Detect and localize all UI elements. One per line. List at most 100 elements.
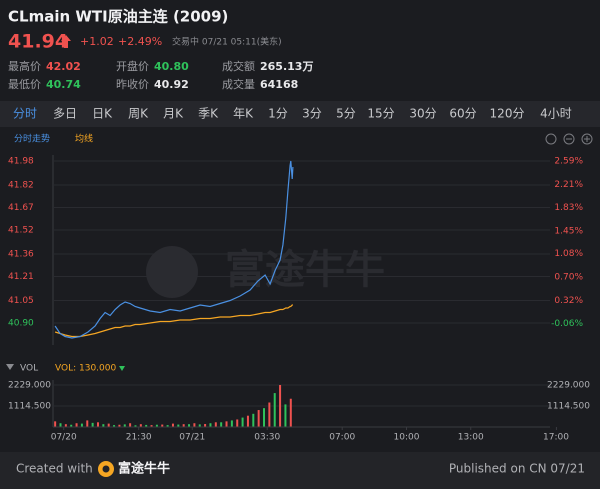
y-tick-label: 41.82 — [8, 180, 34, 190]
collapse-button[interactable] — [545, 133, 557, 145]
collapse-icon[interactable] — [6, 364, 14, 370]
y-tick-label: 40.90 — [8, 318, 34, 328]
volume-bar — [177, 424, 180, 427]
volume-bar — [129, 423, 132, 427]
tab[interactable]: 分时 — [13, 107, 37, 121]
volume-bar — [80, 423, 83, 427]
up-arrow — [61, 35, 71, 48]
stat-label: 成交额 — [222, 59, 255, 73]
y-tick-label: 1114.500 — [8, 402, 51, 412]
stat-label: 最低价 — [8, 78, 41, 91]
volume-bar — [70, 424, 73, 427]
volume-bar — [246, 415, 249, 427]
x-tick-label: 10:00 — [394, 433, 420, 443]
y2-tick-label: 0.32% — [554, 296, 583, 306]
tab[interactable]: 60分 — [449, 107, 476, 121]
change-pct: +2.49% — [118, 35, 162, 48]
volume-bar — [182, 424, 185, 427]
volume-bar — [123, 424, 126, 427]
change: +1.02 — [80, 35, 114, 48]
footer-brand: 富途牛牛 — [118, 461, 170, 477]
volume-title: VOL — [20, 364, 38, 374]
title: CLmain WTI原油主连 (2009) — [8, 8, 228, 26]
x-tick-label: 17:00 — [543, 433, 569, 443]
volume-bar — [273, 393, 276, 427]
volume-bar — [268, 402, 271, 427]
price-chart: 41.98 41.82 41.67 41.52 41.36 41.21 41.05 40.90… — [8, 156, 583, 339]
stat-label: 开盘价 — [116, 59, 149, 73]
y2-tick-label: 2.21% — [554, 180, 583, 190]
volume-bar — [139, 424, 142, 427]
volume-bar — [252, 413, 255, 427]
tab[interactable]: 120分 — [490, 107, 525, 121]
watermark-logo — [146, 246, 198, 298]
footer-created: Created with — [16, 462, 93, 476]
volume-bar — [118, 424, 121, 427]
stat-value: 40.92 — [154, 78, 189, 91]
watermark: 富途牛牛 — [225, 247, 385, 293]
footer-published: Published on CN 07/21 — [449, 462, 585, 476]
volume-bar — [150, 425, 153, 427]
volume-bar — [284, 404, 287, 427]
volume-bar — [188, 424, 191, 427]
volume-bar — [155, 424, 158, 427]
stat-label: 成交量 — [222, 77, 255, 91]
volume-bar — [263, 408, 266, 427]
stat-value: 64168 — [260, 78, 298, 91]
y-tick-label: 41.21 — [8, 272, 34, 282]
tab[interactable]: 日K — [92, 107, 113, 121]
y-tick-label-right: 1114.500 — [547, 402, 590, 412]
volume-bar — [214, 422, 217, 427]
volume-bar — [64, 424, 67, 427]
volume-bar — [59, 423, 62, 427]
tab[interactable]: 年K — [233, 107, 254, 121]
x-tick-label: 03:30 — [254, 433, 280, 443]
line-series — [54, 304, 293, 338]
volume-bar — [225, 421, 228, 427]
zoom-in-button[interactable] — [581, 133, 593, 145]
y-tick-label: 41.36 — [8, 249, 34, 259]
volume-bar — [91, 422, 94, 427]
volume-bar — [193, 423, 196, 427]
zoom-out-button[interactable] — [563, 133, 575, 145]
volume-bar — [161, 424, 164, 427]
y2-tick-label: 2.59% — [554, 157, 583, 167]
stat-value: 40.80 — [154, 60, 189, 73]
volume-bar — [204, 423, 207, 427]
y2-tick-label: 0.70% — [554, 273, 583, 283]
tab[interactable]: 季K — [198, 107, 219, 121]
y-tick-label-right: 2229.000 — [547, 381, 590, 391]
y-tick-label: 2229.000 — [8, 381, 51, 391]
volume-bar — [289, 398, 292, 427]
tab[interactable]: 4小时 — [540, 107, 572, 121]
volume-bar — [220, 422, 223, 427]
volume-bar — [96, 422, 99, 427]
tab[interactable]: 周K — [128, 107, 149, 121]
volume-bar — [241, 417, 244, 427]
tab[interactable]: 月K — [163, 107, 184, 121]
tab[interactable]: 多日 — [53, 107, 77, 121]
y-tick-label: 41.52 — [8, 225, 34, 235]
tab[interactable]: 1分 — [268, 107, 288, 121]
volume-bar — [134, 425, 137, 427]
volume-bar — [166, 425, 169, 427]
volume-bar — [145, 424, 148, 427]
dropdown-icon[interactable] — [119, 366, 125, 371]
stat-value: 40.74 — [46, 78, 81, 91]
legend-avg: 均线 — [75, 133, 93, 145]
tab[interactable]: 15分 — [367, 107, 394, 121]
volume-bar — [230, 420, 233, 427]
tab[interactable]: 3分 — [302, 107, 322, 121]
y2-tick-label: -0.06% — [551, 319, 583, 329]
stat-value: 42.02 — [46, 60, 81, 73]
volume-bar — [86, 420, 89, 427]
x-tick-label: 13:00 — [458, 433, 484, 443]
tabs: 分时 多日 日K 周K 月K 季K 年K 1分 3分 5分 15分 30分 60分 120分 4小时 — [13, 107, 572, 121]
tab[interactable]: 5分 — [336, 107, 356, 121]
tab[interactable]: 30分 — [409, 107, 436, 121]
volume-bar — [171, 423, 174, 427]
stat-label: 昨收价 — [116, 77, 149, 91]
volume-bar — [107, 423, 110, 427]
